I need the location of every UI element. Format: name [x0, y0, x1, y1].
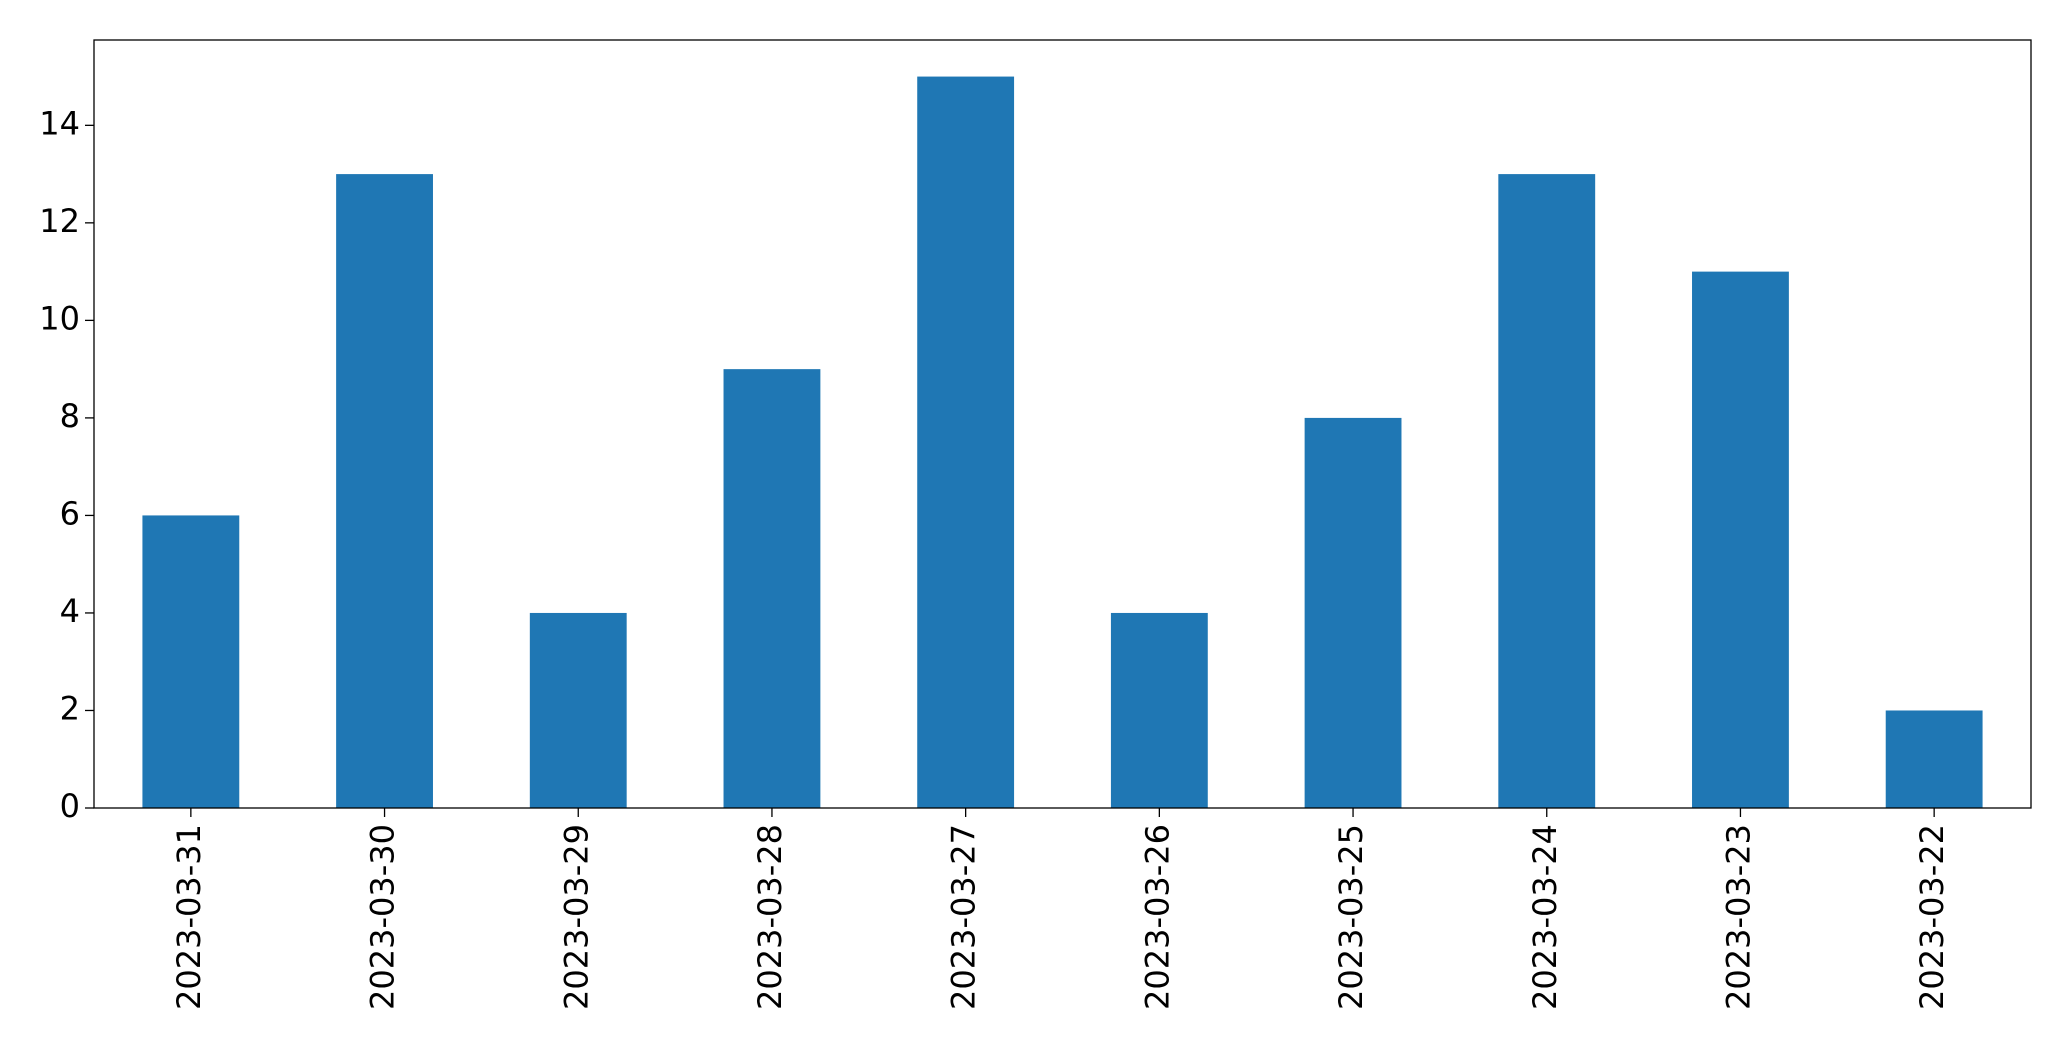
x-tick-label: 2023-03-22 [1913, 824, 1951, 1010]
y-tick-label: 0 [60, 787, 80, 825]
bar [1692, 271, 1789, 809]
plot-frame [93, 39, 2032, 809]
x-tick-label: 2023-03-31 [170, 824, 208, 1010]
x-tick-label: 2023-03-23 [1719, 824, 1757, 1010]
x-tick-label: 2023-03-25 [1332, 824, 1370, 1010]
y-tick-label: 12 [39, 202, 80, 240]
x-tick-label: 2023-03-29 [557, 824, 595, 1010]
y-tick-label: 10 [39, 299, 80, 337]
bar [723, 369, 821, 808]
y-tick-label: 2 [60, 689, 80, 727]
bar [1885, 710, 1983, 808]
x-tick-label: 2023-03-26 [1138, 824, 1176, 1010]
bar [1110, 612, 1208, 808]
y-tick-label: 6 [60, 494, 80, 532]
x-tick-label: 2023-03-28 [751, 824, 789, 1010]
x-tick-label: 2023-03-27 [945, 824, 983, 1010]
y-tick-label: 8 [60, 397, 80, 435]
x-tick-label: 2023-03-24 [1526, 824, 1564, 1010]
bar [917, 76, 1015, 809]
bar [1498, 174, 1596, 809]
x-tick-label: 2023-03-30 [364, 824, 402, 1010]
y-tick-label: 4 [60, 592, 80, 630]
bar [1304, 417, 1402, 808]
bar [336, 174, 433, 809]
y-tick-label: 14 [39, 104, 80, 142]
bar [529, 612, 627, 808]
bar [142, 515, 240, 808]
